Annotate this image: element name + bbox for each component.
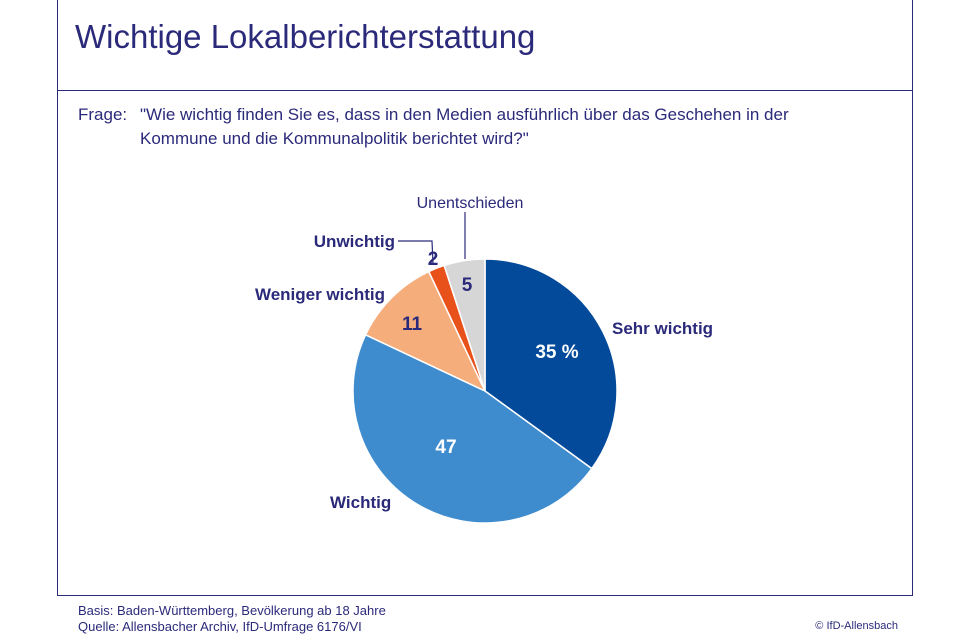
pie-slices [352,258,618,524]
footer-source: Quelle: Allensbacher Archiv, IfD-Umfrage… [78,619,362,634]
leader-line-unwichtig [398,240,434,265]
frame-right-border [912,0,913,596]
slice-value-labels: 35 % 47 11 2 5 [402,249,579,458]
copyright-notice: © IfD-Allensbach [815,620,898,632]
question-text: "Wie wichtig finden Sie es, dass in den … [140,105,789,148]
leader-lines [398,212,466,265]
pie-slice-weniger-wichtig [364,270,487,393]
pie-slice-sehr-wichtig [484,258,618,470]
category-label-wichtig: Wichtig [330,493,391,512]
header-divider [57,90,913,91]
category-label-sehr-wichtig: Sehr wichtig [612,319,713,338]
question-label: Frage: [78,105,128,124]
category-label-unentschieden: Unentschieden [417,195,524,212]
value-label-unwichtig: 2 [428,249,439,270]
page-title: Wichtige Lokalberichterstattung [75,18,536,55]
value-label-unentschieden: 5 [462,275,473,296]
category-label-unwichtig: Unwichtig [314,232,395,251]
value-label-sehr-wichtig: 35 % [535,342,578,363]
pie-slice-unentschieden [443,258,486,392]
pie-slice-wichtig [352,333,593,524]
footer-basis: Basis: Baden-Württemberg, Bevölkerung ab… [78,603,386,618]
slice-category-labels: Sehr wichtig Wichtig Weniger wichtig Unw… [255,195,713,512]
footer-notes: Basis: Baden-Württemberg, Bevölkerung ab… [78,603,386,635]
footer-divider [57,595,913,596]
frame-left-border [57,0,58,596]
category-label-weniger-wichtig: Weniger wichtig [255,285,385,304]
value-label-weniger-wichtig: 11 [402,314,423,335]
value-label-wichtig: 47 [435,437,456,458]
